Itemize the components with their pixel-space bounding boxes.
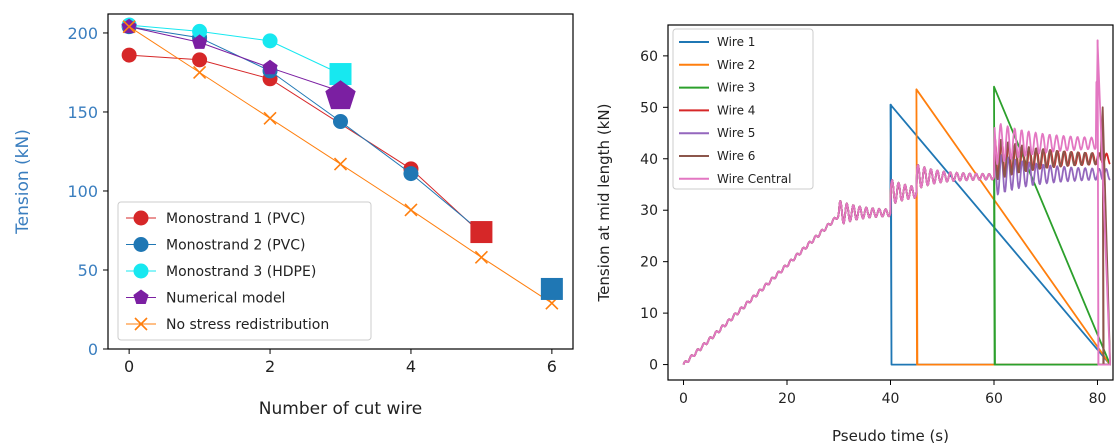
y-tick-label: 40 bbox=[640, 152, 658, 168]
data-point bbox=[403, 166, 419, 182]
data-point bbox=[193, 65, 207, 80]
y-tick-label: 100 bbox=[67, 182, 98, 201]
y-axis-label: Tension (kN) bbox=[13, 129, 33, 235]
data-point bbox=[262, 59, 278, 75]
x-tick-label: 2 bbox=[265, 357, 275, 376]
legend-marker bbox=[134, 317, 148, 331]
y-tick-label: 10 bbox=[640, 306, 658, 322]
data-point bbox=[192, 52, 208, 68]
legend-label: Wire 2 bbox=[717, 58, 755, 72]
data-point bbox=[333, 113, 348, 129]
series-line bbox=[682, 39, 1111, 366]
data-point bbox=[404, 203, 418, 217]
highlight-marker bbox=[540, 277, 563, 300]
legend-label: Monostrand 1 (PVC) bbox=[166, 211, 306, 227]
legend-label: Wire 4 bbox=[717, 103, 755, 117]
series-line bbox=[129, 26, 482, 233]
legend-label: Monostrand 3 (HDPE) bbox=[166, 264, 316, 280]
highlight-marker bbox=[470, 221, 493, 244]
data-point bbox=[262, 33, 278, 49]
data-point bbox=[121, 47, 137, 63]
legend-label: Wire 6 bbox=[717, 149, 755, 163]
data-point bbox=[263, 111, 277, 125]
data-point bbox=[474, 250, 488, 264]
y-tick-label: 0 bbox=[88, 340, 98, 359]
x-tick-label: 80 bbox=[1089, 391, 1107, 407]
y-tick-label: 0 bbox=[649, 358, 658, 374]
y-tick-label: 50 bbox=[78, 261, 98, 280]
y-axis-label: Tension at mid length (kN) bbox=[595, 104, 613, 303]
y-tick-label: 200 bbox=[67, 24, 98, 43]
legend-marker bbox=[133, 237, 149, 252]
data-point bbox=[333, 157, 348, 171]
left-chart: 0 2 4 6 0 50 100 150 200 Number of cut wire Tensio… bbox=[13, 13, 574, 419]
legend-label: Wire Central bbox=[717, 172, 792, 186]
y-tick-label: 150 bbox=[67, 103, 98, 122]
legend-label: No stress redistribution bbox=[166, 317, 329, 333]
data-point bbox=[192, 34, 208, 49]
series-line bbox=[129, 24, 341, 75]
x-axis-label: Pseudo time (s) bbox=[832, 427, 949, 445]
x-tick-label: 6 bbox=[547, 357, 557, 376]
legend-marker bbox=[133, 210, 149, 226]
y-tick-label: 30 bbox=[640, 203, 658, 219]
x-tick-label: 0 bbox=[679, 391, 688, 407]
legend-marker bbox=[133, 263, 149, 279]
x-tick-label: 4 bbox=[406, 357, 416, 376]
highlight-marker bbox=[329, 63, 352, 86]
y-tick-label: 60 bbox=[640, 49, 658, 65]
highlight-marker bbox=[325, 80, 356, 110]
x-tick-label: 20 bbox=[778, 391, 796, 407]
legend-box bbox=[672, 28, 814, 190]
right-chart: 0 20 40 60 80 0 10 20 30 40 50 60 Pseudo time (s) Ten… bbox=[595, 24, 1114, 445]
legend-label: Wire 1 bbox=[717, 35, 755, 49]
legend-box bbox=[117, 201, 372, 341]
y-tick-label: 50 bbox=[640, 100, 658, 116]
data-point bbox=[122, 20, 136, 34]
x-tick-label: 40 bbox=[882, 391, 900, 407]
legend-label: Monostrand 2 (PVC) bbox=[166, 238, 306, 254]
y-tick-label: 20 bbox=[640, 255, 658, 271]
data-point bbox=[192, 23, 208, 39]
x-tick-label: 60 bbox=[985, 391, 1003, 407]
x-axis-label: Number of cut wire bbox=[259, 399, 422, 419]
legend-label: Wire 5 bbox=[717, 126, 755, 140]
series-line bbox=[128, 26, 341, 92]
x-tick-label: 0 bbox=[124, 357, 134, 376]
legend-label: Numerical model bbox=[166, 291, 285, 307]
legend-marker bbox=[133, 289, 149, 304]
legend-label: Wire 3 bbox=[717, 81, 755, 95]
